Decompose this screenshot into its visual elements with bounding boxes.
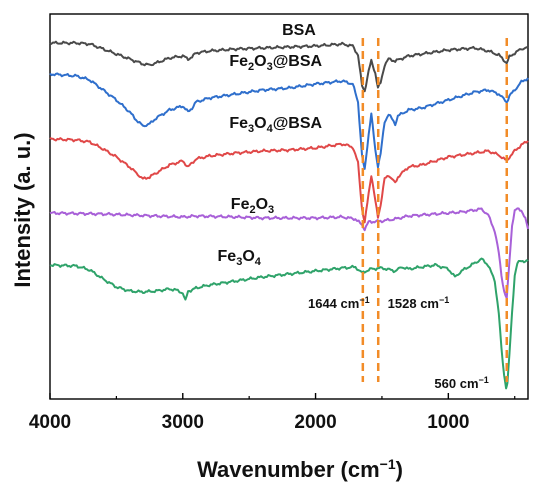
spectrum-line-1 bbox=[49, 72, 529, 170]
x-axis-label: Wavenumber (cm−1) bbox=[197, 456, 403, 482]
spectrum-line-0 bbox=[49, 40, 529, 93]
series-label-2: Fe3O4@BSA bbox=[229, 115, 322, 135]
marker-label-1: 1528 cm−1 bbox=[388, 295, 450, 311]
plot-frame bbox=[49, 13, 529, 400]
marker-labels-group: 1644 cm−1 1528 cm−1 560 cm−1 bbox=[308, 295, 489, 391]
series-labels-group: BSA Fe2O3@BSA Fe3O4@BSA Fe2O3 Fe3O4 bbox=[218, 22, 323, 268]
series-label-0: BSA bbox=[282, 22, 316, 39]
series-label-1: Fe2O3@BSA bbox=[229, 53, 322, 73]
series-label-3: Fe2O3 bbox=[231, 196, 274, 216]
spectrum-line-2 bbox=[49, 136, 529, 224]
marker-label-2: 560 cm−1 bbox=[434, 375, 488, 391]
spectrum-line-3 bbox=[49, 207, 529, 300]
marker-label-0: 1644 cm−1 bbox=[308, 295, 370, 311]
spectra-group bbox=[49, 40, 529, 390]
x-tick-label-0: 4000 bbox=[29, 412, 71, 433]
x-tick-label-2: 2000 bbox=[294, 412, 336, 433]
x-tick-label-3: 1000 bbox=[427, 412, 469, 433]
spectrum-line-4 bbox=[49, 257, 529, 390]
y-axis-label: Intensity (a. u.) bbox=[10, 132, 35, 287]
series-label-4: Fe3O4 bbox=[218, 248, 262, 268]
x-axis: 4000 3000 2000 1000 bbox=[29, 393, 516, 433]
marker-lines-group bbox=[361, 38, 509, 382]
x-tick-label-1: 3000 bbox=[162, 412, 204, 433]
